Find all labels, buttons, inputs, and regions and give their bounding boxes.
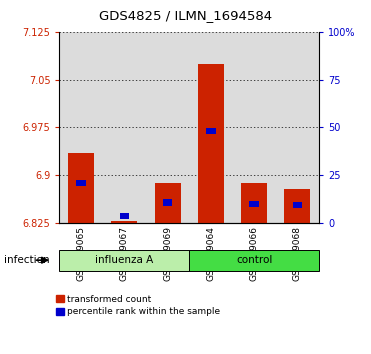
Bar (119, 213, 129, 219)
Bar (59, 250, 189, 271)
Text: infection: infection (4, 255, 49, 265)
Bar (241, 183, 267, 223)
Text: influenza A: influenza A (95, 255, 154, 265)
Bar (155, 183, 181, 223)
Text: GDS4825 / ILMN_1694584: GDS4825 / ILMN_1694584 (99, 9, 272, 22)
Bar (198, 64, 224, 223)
Legend: transformed count, percentile rank within the sample: transformed count, percentile rank withi… (56, 295, 220, 316)
Bar (76, 180, 86, 186)
Bar (163, 199, 173, 206)
Bar (111, 221, 137, 223)
Bar (249, 201, 259, 207)
Bar (68, 153, 94, 223)
Bar (189, 250, 319, 271)
Bar (285, 189, 311, 223)
Bar (206, 128, 216, 135)
Text: control: control (236, 255, 272, 265)
Bar (293, 202, 302, 209)
